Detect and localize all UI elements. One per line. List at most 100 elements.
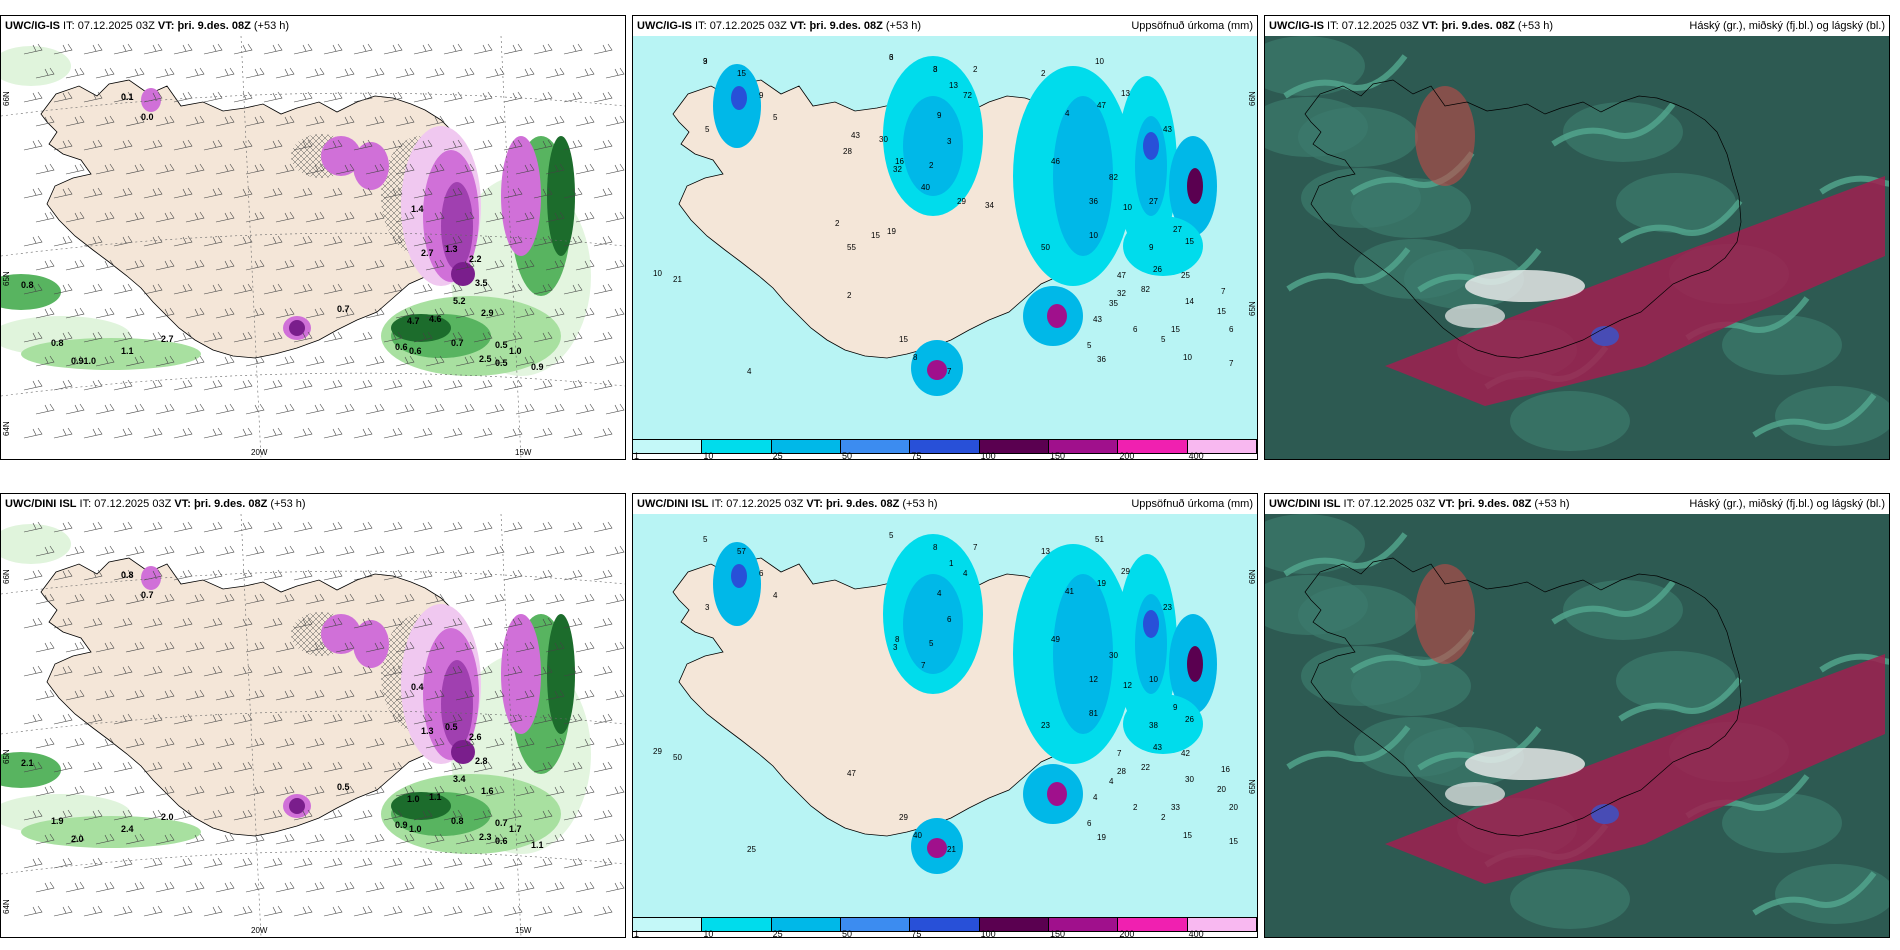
wind-barb bbox=[155, 211, 175, 223]
wind-barb bbox=[413, 761, 433, 773]
wind-barb bbox=[515, 881, 535, 893]
wind-barb bbox=[563, 139, 583, 151]
wind-barb bbox=[395, 163, 415, 175]
wind-barb bbox=[173, 235, 193, 247]
wind-barb bbox=[305, 833, 325, 845]
wind-barb bbox=[503, 809, 523, 821]
wind-barb bbox=[593, 761, 613, 773]
wind-barb bbox=[293, 521, 313, 533]
wind-barb bbox=[353, 283, 373, 295]
wind-barb bbox=[35, 403, 55, 415]
wind-barb bbox=[413, 331, 433, 343]
vt-label: VT: bbox=[171, 498, 194, 510]
wind-value-label: 0.7 bbox=[337, 304, 350, 314]
wind-barb bbox=[203, 379, 223, 391]
precip-value-label: 15 bbox=[737, 69, 746, 78]
wind-barb bbox=[275, 689, 295, 701]
precip-value-label: 50 bbox=[673, 753, 682, 762]
wind-barb bbox=[305, 115, 325, 127]
wind-barb bbox=[95, 689, 115, 701]
wind-barb bbox=[605, 355, 625, 367]
wind-barb bbox=[215, 115, 235, 127]
wind-barb bbox=[323, 665, 343, 677]
wind-barb bbox=[245, 403, 265, 415]
wind-barb bbox=[503, 283, 523, 295]
wind-barb bbox=[563, 43, 583, 55]
wind-barb bbox=[413, 43, 433, 55]
high-cloud-band bbox=[1752, 871, 1877, 916]
wind-barb bbox=[353, 905, 373, 917]
wind-barb bbox=[293, 139, 313, 151]
precip-value-label: 9 bbox=[1149, 243, 1154, 252]
wind-barb bbox=[473, 809, 493, 821]
wind-barb bbox=[545, 833, 565, 845]
wind-barb bbox=[203, 857, 223, 869]
wind-barb bbox=[233, 713, 253, 725]
model-name: UWC/IG-IS bbox=[637, 20, 692, 32]
precip-value-label: 47 bbox=[1097, 101, 1106, 110]
wind-barb bbox=[395, 641, 415, 653]
wind-barb bbox=[443, 187, 463, 199]
wind-barb bbox=[173, 521, 193, 533]
wind-barb bbox=[23, 569, 43, 581]
wind-barb bbox=[473, 235, 493, 247]
precip-value-label: 30 bbox=[1185, 775, 1194, 784]
wind-barb bbox=[305, 163, 325, 175]
wind-barb bbox=[305, 737, 325, 749]
wind-barb bbox=[383, 905, 403, 917]
panel-title: Háský (gr.), miðský (fj.bl.) og lágský (… bbox=[1689, 498, 1885, 510]
wind-barb bbox=[413, 427, 433, 439]
wind-barb bbox=[275, 67, 295, 79]
wind-value-label: 0.6 bbox=[409, 346, 422, 356]
wind-barb bbox=[353, 521, 373, 533]
legend-tick-label: 10 bbox=[703, 929, 714, 938]
wind-barb bbox=[323, 235, 343, 247]
low-cloud-area bbox=[1415, 564, 1475, 664]
wind-barb bbox=[335, 259, 355, 271]
wind-barb bbox=[185, 689, 205, 701]
wind-barb bbox=[35, 881, 55, 893]
precip-value-label: 15 bbox=[1183, 831, 1192, 840]
low-cloud-area bbox=[1591, 326, 1619, 346]
wind-barb bbox=[515, 211, 535, 223]
wind-barb bbox=[605, 67, 625, 79]
wind-barb bbox=[185, 833, 205, 845]
wind-barb bbox=[455, 641, 475, 653]
precip-value-label: 40 bbox=[913, 831, 922, 840]
wind-barb bbox=[443, 713, 463, 725]
wind-barb bbox=[95, 833, 115, 845]
precip-area bbox=[731, 86, 747, 110]
wind-barb bbox=[425, 593, 445, 605]
wind-barb bbox=[575, 833, 595, 845]
wind-barb bbox=[575, 689, 595, 701]
wind-barb bbox=[515, 545, 535, 557]
wind-barb bbox=[263, 379, 283, 391]
wind-barb bbox=[545, 641, 565, 653]
precip-value-label: 19 bbox=[1097, 579, 1106, 588]
precip-value-label: 25 bbox=[1181, 271, 1190, 280]
wind-barb bbox=[275, 115, 295, 127]
wind-barb bbox=[533, 665, 553, 677]
wind-barb bbox=[125, 403, 145, 415]
legend-swatch bbox=[979, 440, 1049, 453]
precip-value-label: 4 bbox=[1093, 793, 1098, 802]
wind-barb bbox=[275, 641, 295, 653]
panel-title: Uppsöfnuð úrkoma (mm) bbox=[1131, 20, 1253, 32]
wind-barb bbox=[83, 187, 103, 199]
low-cloud-area bbox=[1415, 86, 1475, 186]
wind-barb bbox=[35, 115, 55, 127]
precip-value-label: 5 bbox=[1161, 335, 1166, 344]
wind-barb bbox=[485, 307, 505, 319]
wind-barb bbox=[113, 761, 133, 773]
wind-barb bbox=[233, 905, 253, 917]
wind-barb bbox=[155, 833, 175, 845]
wind-value-label: 0.8 bbox=[451, 816, 464, 826]
wind-barb bbox=[263, 283, 283, 295]
wind-barb bbox=[275, 545, 295, 557]
wind-barb bbox=[605, 785, 625, 797]
wind-barb bbox=[53, 857, 73, 869]
wind-barb bbox=[65, 67, 85, 79]
wind-barb bbox=[203, 905, 223, 917]
panel-header: UWC/IG-IS IT: 07.12.2025 03Z VT: þri. 9.… bbox=[1, 16, 625, 36]
precip-value-label: 4 bbox=[937, 589, 942, 598]
